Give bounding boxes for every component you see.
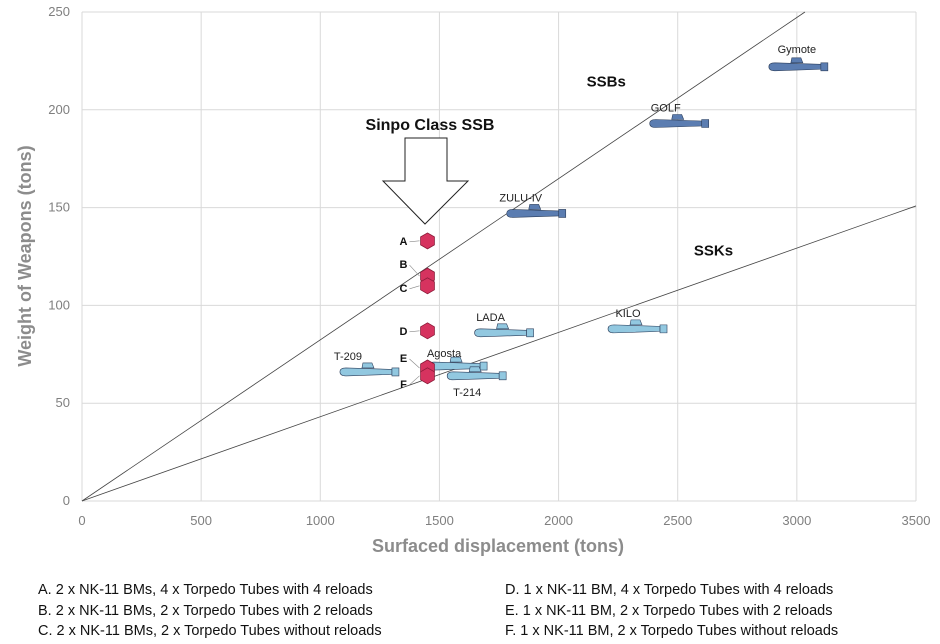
legend-item-a: A. 2 x NK-11 BMs, 4 x Torpedo Tubes with… [38,582,373,598]
x-tick-label: 3000 [782,513,811,528]
submarine-marker [649,114,710,128]
submarine-marker [506,204,567,218]
sinpo-leader-line [409,330,420,333]
x-tick-label: 2000 [544,513,573,528]
legend-item-d: D. 1 x NK-11 BM, 4 x Torpedo Tubes with … [505,582,834,598]
submarine-label: Gymote [778,44,817,56]
submarine-marker [339,362,400,377]
submarine-marker [768,57,829,72]
submarine-markers: Gymote GOLF ZULU-IV LADA KILO T-209 Agosta T-21… [334,44,829,399]
trend-label: SSKs [694,243,733,260]
x-tick-label: 500 [190,513,212,528]
submarine-label: KILO [615,308,641,320]
trend-line [81,11,806,502]
sinpo-label: B [400,259,408,271]
submarine-label: T-209 [334,351,362,363]
sinpo-marker [420,367,435,385]
sinpo-leader-line [409,285,420,290]
sinpo-leader-line [409,264,420,277]
sinpo-label: E [400,353,407,365]
legend: A. 2 x NK-11 BMs, 4 x Torpedo Tubes with… [0,580,940,644]
y-axis-title: Weight of Weapons (tons) [15,145,35,366]
submarine-label: GOLF [651,102,681,114]
legend-item-e: E. 1 x NK-11 BM, 2 x Torpedo Tubes with … [505,602,833,619]
chart: 0 500 1000 1500 2000 2500 3000 3500 0 50 100 150 20… [15,4,930,556]
y-tick-label: 250 [48,4,70,19]
submarine-label: T-214 [453,387,481,399]
trend-lines [81,11,917,502]
submarine-label: Agosta [427,348,462,360]
submarine-label: ZULU-IV [499,192,542,204]
sinpo-points: ABC D E F [400,232,435,391]
y-tick-labels: 0 50 100 150 200 250 [48,4,70,508]
x-tick-label: 1500 [425,513,454,528]
legend-item-f: F. 1 x NK-11 BM, 2 x Torpedo Tubes witho… [505,623,839,639]
y-tick-label: 200 [48,102,70,117]
y-tick-label: 100 [48,297,70,312]
sinpo-leader-line [409,375,420,386]
y-tick-label: 0 [63,493,70,508]
submarine-marker [474,323,534,338]
sinpo-leader-line [409,358,420,369]
trend-labels: SSBs SSKs [587,73,733,259]
callout-label: Sinpo Class SSB [366,117,495,134]
submarine-marker [607,319,668,334]
submarine-marker [446,366,507,381]
sinpo-label: D [400,326,408,338]
trend-line [81,205,917,502]
sinpo-marker [420,277,435,295]
sinpo-label: C [400,283,408,295]
x-tick-label: 0 [78,513,85,528]
sinpo-marker [420,232,435,250]
y-tick-label: 150 [48,200,70,215]
legend-column-left: A. 2 x NK-11 BMs, 4 x Torpedo Tubes with… [38,580,382,642]
legend-column-right: D. 1 x NK-11 BM, 4 x Torpedo Tubes with … [505,580,838,642]
submarine-label: LADA [476,312,505,324]
callout-arrow [381,137,470,225]
x-tick-label: 1000 [306,513,335,528]
x-axis-title: Surfaced displacement (tons) [372,536,624,556]
legend-item-c: C. 2 x NK-11 BMs, 2 x Torpedo Tubes with… [38,623,382,639]
x-tick-labels: 0 500 1000 1500 2000 2500 3000 3500 [78,513,930,528]
y-tick-label: 50 [56,395,70,410]
x-tick-label: 3500 [902,513,931,528]
x-tick-label: 2500 [663,513,692,528]
sinpo-label: F [400,379,407,391]
legend-item-b: B. 2 x NK-11 BMs, 2 x Torpedo Tubes with… [38,602,373,619]
sinpo-leader-line [409,240,420,243]
grid [81,11,917,502]
sinpo-label: A [400,236,408,248]
trend-label: SSBs [587,73,626,90]
sinpo-marker [420,322,435,340]
